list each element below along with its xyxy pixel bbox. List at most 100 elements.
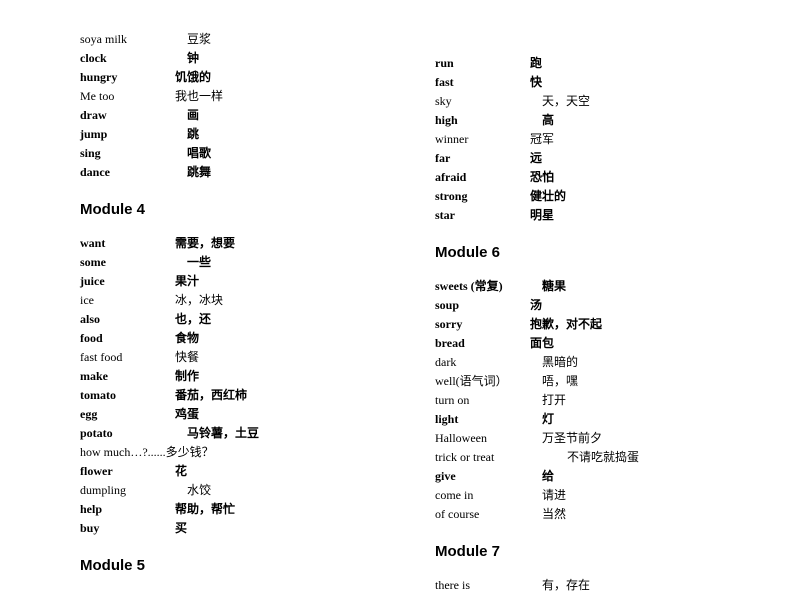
vocab-zh: 跳舞: [175, 163, 211, 181]
vocab-en: star: [435, 206, 530, 224]
vocab-zh: 需要，想要: [175, 234, 235, 252]
vocab-entry: star明星: [435, 206, 730, 224]
left-column: soya milk豆浆clock钟hungry饥饿的Me too我也一样draw…: [80, 30, 415, 595]
vocab-zh: 糖果: [530, 277, 566, 295]
vocab-zh: 饥饿的: [175, 68, 211, 86]
vocab-zh: 打开: [530, 391, 566, 409]
vocab-entry: come in请进: [435, 486, 730, 504]
module-4-heading: Module 4: [80, 201, 375, 218]
vocab-entry: light灯: [435, 410, 730, 428]
vocab-zh: 唱歌: [175, 144, 211, 162]
vocab-en: sweets (常复): [435, 277, 530, 295]
vocab-zh: 一些: [175, 253, 211, 271]
vocab-zh: 画: [175, 106, 199, 124]
vocab-entry: also也，还: [80, 310, 375, 328]
module-7-heading: Module 7: [435, 543, 730, 560]
vocab-en: buy: [80, 519, 175, 537]
vocab-en: ice: [80, 291, 175, 309]
vocab-zh: 远: [530, 149, 542, 167]
vocab-entry: afraid恐怕: [435, 168, 730, 186]
vocab-entry: far远: [435, 149, 730, 167]
vocab-en: sorry: [435, 315, 530, 333]
vocab-entry: Halloween万圣节前夕: [435, 429, 730, 447]
vocab-zh: 帮助，帮忙: [175, 500, 235, 518]
vocab-en: egg: [80, 405, 175, 423]
vocab-entry: fast快: [435, 73, 730, 91]
vocab-zh: 恐怕: [530, 168, 554, 186]
vocab-en: jump: [80, 125, 175, 143]
vocab-entry: food食物: [80, 329, 375, 347]
right-column: run跑fast快sky天，天空high高winner冠军far远afraid恐…: [415, 30, 730, 595]
vocab-en: light: [435, 410, 530, 428]
vocab-entry: bread面包: [435, 334, 730, 352]
vocab-en: turn on: [435, 391, 530, 409]
vocab-zh: 马铃薯，土豆: [175, 424, 259, 442]
vocab-entry: trick or treat不请吃就捣蛋: [435, 448, 730, 466]
vocab-entry: sky天，天空: [435, 92, 730, 110]
vocab-entry: run跑: [435, 54, 730, 72]
vocab-zh: 跑: [530, 54, 542, 72]
vocab-entry: turn on打开: [435, 391, 730, 409]
vocab-entry: draw画: [80, 106, 375, 124]
vocab-zh: 面包: [530, 334, 554, 352]
vocab-zh: 鸡蛋: [175, 405, 199, 423]
vocab-en: also: [80, 310, 175, 328]
vocab-entry: of course当然: [435, 505, 730, 523]
vocab-zh: 请进: [530, 486, 566, 504]
vocab-entry: ice冰，冰块: [80, 291, 375, 309]
vocab-en: bread: [435, 334, 530, 352]
vocab-zh: 跳: [175, 125, 199, 143]
vocab-zh: 果汁: [175, 272, 199, 290]
vocab-entry: potato马铃薯，土豆: [80, 424, 375, 442]
vocab-zh: 天，天空: [530, 92, 590, 110]
vocab-entry: some一些: [80, 253, 375, 271]
vocab-zh: 有，存在: [530, 576, 590, 594]
vocab-en: sing: [80, 144, 175, 162]
vocab-entry: how much…?......多少钱？: [80, 443, 375, 461]
vocab-entry: dark黑暗的: [435, 353, 730, 371]
vocab-en: potato: [80, 424, 175, 442]
vocab-en: soup: [435, 296, 530, 314]
vocab-entry: there is有，存在: [435, 576, 730, 594]
vocab-entry: sorry抱歉，对不起: [435, 315, 730, 333]
vocab-en: want: [80, 234, 175, 252]
vocab-en: strong: [435, 187, 530, 205]
vocab-entry: give给: [435, 467, 730, 485]
vocab-zh: 番茄，西红柿: [175, 386, 247, 404]
vocab-zh: 不请吃就捣蛋: [555, 448, 639, 466]
vocab-zh: 水饺: [175, 481, 211, 499]
vocab-entry: soup汤: [435, 296, 730, 314]
vocab-en: come in: [435, 486, 530, 504]
vocab-entry: high高: [435, 111, 730, 129]
vocab-en: dance: [80, 163, 175, 181]
vocab-zh: 快餐: [175, 348, 199, 366]
vocab-entry: juice果汁: [80, 272, 375, 290]
vocab-zh: 唔，嘿: [530, 372, 578, 390]
vocab-en: give: [435, 467, 530, 485]
vocab-zh: 给: [530, 467, 554, 485]
vocab-entry: help帮助，帮忙: [80, 500, 375, 518]
vocab-entry: egg鸡蛋: [80, 405, 375, 423]
vocab-zh: 我也一样: [175, 87, 223, 105]
vocab-en: sky: [435, 92, 530, 110]
vocab-entry: want需要，想要: [80, 234, 375, 252]
vocab-en: hungry: [80, 68, 175, 86]
vocab-en: afraid: [435, 168, 530, 186]
vocab-zh: 买: [175, 519, 187, 537]
vocab-entry: well(语气词）唔，嘿: [435, 372, 730, 390]
vocab-zh: 抱歉，对不起: [530, 315, 602, 333]
vocab-en: Me too: [80, 87, 175, 105]
vocab-en: there is: [435, 576, 530, 594]
vocab-zh: 钟: [175, 49, 199, 67]
vocab-en: fast food: [80, 348, 175, 366]
vocab-entry: hungry饥饿的: [80, 68, 375, 86]
vocab-en: draw: [80, 106, 175, 124]
vocab-entry: dumpling水饺: [80, 481, 375, 499]
vocab-entry: Me too我也一样: [80, 87, 375, 105]
vocab-en: fast: [435, 73, 530, 91]
vocab-en: make: [80, 367, 175, 385]
vocab-zh: 健壮的: [530, 187, 566, 205]
vocab-entry: tomato番茄，西红柿: [80, 386, 375, 404]
vocab-en: dumpling: [80, 481, 175, 499]
vocab-en: food: [80, 329, 175, 347]
